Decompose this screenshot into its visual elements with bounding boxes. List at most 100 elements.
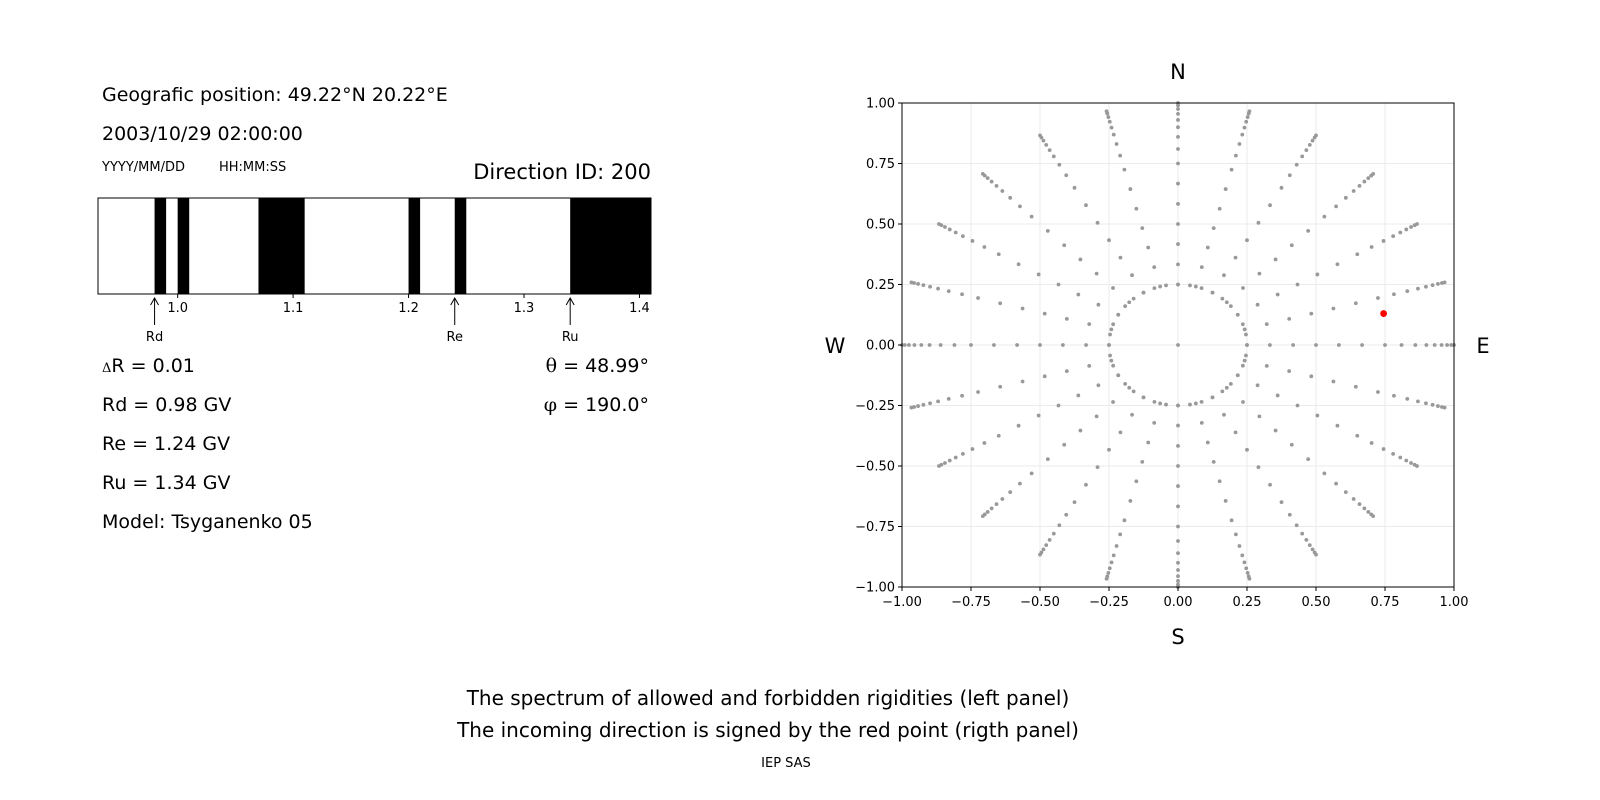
direction-point (1123, 304, 1128, 309)
direction-point (1029, 214, 1034, 219)
direction-point (1404, 458, 1409, 463)
direction-point (1279, 500, 1284, 505)
direction-point (1193, 284, 1198, 289)
direction-point (1244, 332, 1248, 337)
direction-point (1331, 306, 1336, 311)
marker-arrowhead (565, 296, 575, 306)
direction-point (1424, 343, 1429, 347)
direction-point (992, 343, 996, 347)
direction-point (1235, 373, 1240, 378)
direction-point (1038, 133, 1042, 138)
direction-point (1041, 138, 1046, 143)
direction-point (1306, 457, 1311, 462)
phi-value: φ = 190.0° (544, 396, 649, 415)
direction-point (1244, 353, 1248, 358)
direction-point (1405, 396, 1410, 401)
direction-point (936, 286, 940, 291)
direction-point (1176, 568, 1180, 572)
direction-point (1199, 399, 1204, 404)
direction-point (1351, 497, 1356, 501)
direction-point (1264, 322, 1269, 327)
direction-point (1210, 395, 1215, 400)
direction-point (989, 179, 994, 184)
direction-point (1118, 430, 1123, 435)
forbidden-band (408, 198, 421, 294)
direction-point (1416, 286, 1420, 291)
direction-point (1134, 479, 1139, 484)
forbidden-band (258, 198, 305, 294)
direction-point (927, 343, 932, 347)
direction-point (1176, 111, 1180, 116)
direction-point (928, 284, 932, 289)
direction-point (1279, 185, 1284, 190)
direction-point (1044, 543, 1049, 548)
direction-point (1057, 162, 1062, 167)
direction-point (1176, 118, 1180, 122)
direction-point (1095, 220, 1100, 225)
direction-point (1038, 552, 1042, 557)
direction-point (1096, 383, 1101, 388)
direction-point (1304, 148, 1309, 152)
direction-point (970, 447, 975, 451)
time-format-label: HH:MM:SS (219, 160, 287, 175)
direction-point (1222, 273, 1226, 278)
direction-point (1056, 403, 1061, 408)
marker-label: Rd (146, 330, 163, 345)
direction-point (1404, 227, 1409, 232)
direction-point (1078, 257, 1083, 262)
direction-point (1108, 353, 1112, 358)
direction-point (1051, 531, 1056, 536)
direction-point (1000, 497, 1005, 501)
direction-point (1235, 312, 1240, 317)
direction-point (1413, 343, 1418, 347)
direction-point (1176, 134, 1180, 139)
direction-point (1122, 518, 1127, 523)
direction-point (1287, 369, 1292, 374)
direction-point (1287, 512, 1292, 517)
direction-point (1176, 107, 1180, 111)
direction-point (1140, 226, 1145, 231)
direction-point (1064, 369, 1069, 374)
x-tick-label: 1.00 (1440, 595, 1469, 610)
direction-point (1064, 316, 1069, 321)
direction-point (1111, 322, 1116, 327)
direction-point (1360, 343, 1364, 347)
direction-point (1158, 401, 1163, 406)
direction-point (1229, 167, 1234, 172)
direction-point (1056, 282, 1061, 287)
direction-point (1084, 482, 1088, 487)
direction-point (1176, 125, 1180, 130)
direction-point (1016, 423, 1021, 428)
direction-point (1381, 239, 1386, 243)
direction-point (1291, 343, 1295, 347)
direction-point (1123, 381, 1128, 386)
direction-point (1343, 490, 1348, 495)
direction-point (1118, 153, 1123, 158)
direction-point (1376, 390, 1380, 394)
direction-point (1392, 292, 1396, 297)
direction-point (1111, 400, 1115, 404)
direction-point (1152, 420, 1157, 425)
marker-arrowhead (150, 296, 160, 306)
direction-point (1245, 115, 1250, 119)
direction-point (919, 343, 924, 347)
direction-point (1008, 195, 1013, 200)
compass-east-label: E (1476, 334, 1489, 358)
direction-point (1044, 142, 1049, 147)
direction-point (1217, 479, 1222, 484)
direction-point (1366, 509, 1371, 514)
direction-point (902, 343, 907, 347)
direction-point (1442, 405, 1447, 410)
direction-point (1127, 300, 1132, 305)
direction-point (1353, 384, 1358, 389)
direction-point (1128, 499, 1133, 503)
direction-point (1304, 538, 1309, 542)
marker-label: Ru (562, 330, 579, 345)
forbidden-band (177, 198, 190, 294)
forbidden-band (570, 198, 651, 294)
direction-point (1176, 242, 1180, 246)
direction-point (1141, 290, 1146, 295)
direction-point (1255, 383, 1260, 388)
direction-point (1322, 471, 1327, 476)
direction-point (1109, 358, 1114, 363)
